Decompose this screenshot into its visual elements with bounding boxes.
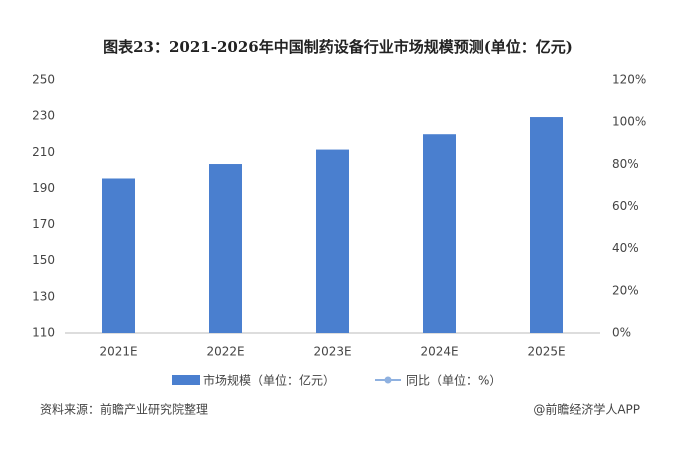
- legend-swatch: [172, 375, 200, 385]
- y2-tick-label: 100%: [612, 115, 646, 129]
- y-tick-label: 110: [32, 326, 55, 340]
- chart-title: 图表23：2021-2026年中国制药设备行业市场规模预测(单位：亿元): [103, 38, 573, 56]
- bar: [102, 178, 135, 333]
- credit: @前瞻经济学人APP: [533, 402, 640, 417]
- x-tick-label: 2024E: [420, 345, 458, 359]
- y2-tick-label: 20%: [612, 283, 639, 297]
- y2-tick-label: 120%: [612, 73, 646, 87]
- y-tick-label: 150: [32, 253, 55, 267]
- legend-label: 市场规模（单位：亿元）: [203, 373, 335, 388]
- y2-tick-label: 60%: [612, 199, 639, 213]
- y2-tick-label: 40%: [612, 241, 639, 255]
- bar: [316, 149, 349, 333]
- bar: [423, 134, 456, 333]
- y-tick-label: 210: [32, 145, 55, 159]
- y2-tick-label: 80%: [612, 157, 639, 171]
- y-tick-label: 230: [32, 109, 55, 123]
- x-tick-label: 2021E: [99, 345, 137, 359]
- y-tick-label: 130: [32, 289, 55, 303]
- legend-label: 同比（单位：%）: [406, 373, 501, 388]
- y-tick-label: 170: [32, 217, 55, 231]
- y2-tick-label: 0%: [612, 326, 631, 340]
- x-tick-label: 2023E: [313, 345, 351, 359]
- y-tick-label: 190: [32, 181, 55, 195]
- legend-swatch-dot: [384, 376, 392, 384]
- x-tick-label: 2025E: [527, 345, 565, 359]
- bar: [209, 164, 242, 333]
- x-tick-label: 2022E: [206, 345, 244, 359]
- bar: [530, 117, 563, 334]
- source: 资料来源：前瞻产业研究院整理: [40, 402, 208, 417]
- y-tick-label: 250: [32, 73, 55, 87]
